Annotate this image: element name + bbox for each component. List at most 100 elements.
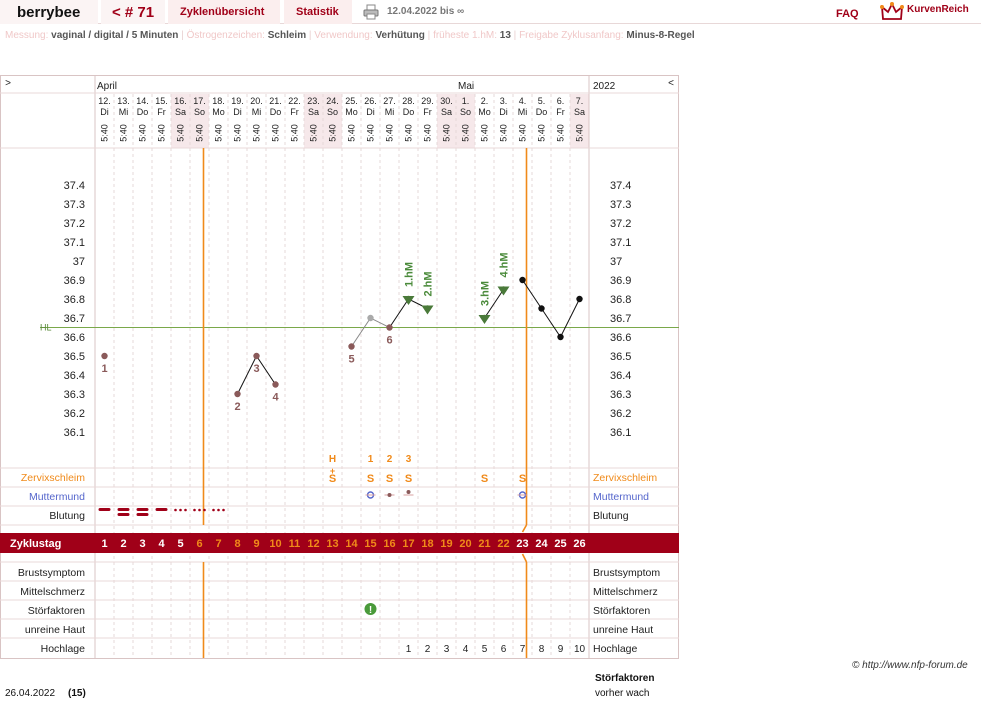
measure-time: 5:40 bbox=[328, 124, 338, 142]
mucus-symbol: S bbox=[519, 473, 526, 485]
temperature-point[interactable] bbox=[234, 390, 241, 398]
cycle-day-number: 4 bbox=[158, 538, 165, 550]
tab-statistics[interactable]: Statistik bbox=[284, 0, 352, 24]
day-date: 28. bbox=[402, 96, 415, 106]
high-phase-number: 6 bbox=[501, 644, 507, 655]
measure-time: 5:40 bbox=[423, 124, 433, 142]
bleeding-heavy bbox=[136, 513, 149, 516]
row-label-blutung: Blutung bbox=[49, 510, 85, 522]
cycle-day-number: 3 bbox=[139, 538, 145, 550]
higher-measurement-marker bbox=[402, 296, 415, 305]
setting-label: Verwendung: bbox=[314, 30, 373, 41]
measure-time: 5:40 bbox=[309, 124, 319, 142]
cycle-day-number: 20 bbox=[459, 538, 471, 550]
temperature-point[interactable] bbox=[253, 352, 260, 360]
measure-time: 5:40 bbox=[214, 124, 224, 142]
day-weekday: Mo bbox=[212, 107, 225, 117]
temperature-point[interactable] bbox=[348, 343, 355, 350]
day-weekday: Sa bbox=[308, 107, 319, 117]
tab-cycle-overview[interactable]: Zyklenübersicht bbox=[168, 0, 280, 24]
mucus-symbol: S bbox=[367, 473, 374, 485]
cycle-day-number: 10 bbox=[269, 538, 281, 550]
day-date: 1. bbox=[462, 96, 470, 106]
higher-measurement-marker bbox=[421, 305, 434, 315]
higher-measurement-label: 2.hM bbox=[423, 271, 435, 296]
separator: | bbox=[513, 30, 517, 41]
y-tick-left: 36.3 bbox=[64, 389, 85, 401]
measure-time: 5:40 bbox=[233, 124, 243, 142]
day-weekday: Di bbox=[100, 107, 109, 117]
weekend-column bbox=[456, 94, 475, 148]
y-tick-right: 37.3 bbox=[610, 199, 631, 211]
disruption-icon[interactable] bbox=[364, 603, 377, 615]
setting-label: früheste 1.hM: bbox=[433, 30, 497, 41]
day-date: 23. bbox=[307, 96, 320, 106]
y-tick-left: 36.7 bbox=[64, 313, 85, 325]
high-phase-number: 8 bbox=[539, 644, 545, 655]
row-label-stoer: Störfaktoren bbox=[28, 605, 85, 617]
month-label: April bbox=[97, 81, 117, 92]
disruption-icon-glyph: ! bbox=[369, 605, 372, 616]
temperature-point[interactable] bbox=[519, 276, 526, 284]
measure-time: 5:40 bbox=[119, 124, 129, 142]
weekend-column bbox=[437, 94, 456, 148]
day-date: 6. bbox=[557, 96, 565, 106]
row-label-haut: unreine Haut bbox=[25, 624, 85, 636]
measure-time: 5:40 bbox=[271, 124, 281, 142]
day-weekday: Fr bbox=[290, 107, 299, 117]
setting-value: Minus-8-Regel bbox=[626, 30, 695, 41]
bleeding-light bbox=[222, 508, 225, 512]
nav-prev-button[interactable]: > bbox=[5, 78, 11, 89]
cycle-number-button[interactable]: < # 71 bbox=[101, 0, 165, 24]
logo-text: KurvenReich bbox=[907, 4, 969, 15]
row-label-right-blutung: Blutung bbox=[593, 510, 629, 522]
temperature-point[interactable] bbox=[576, 295, 583, 303]
measure-time: 5:40 bbox=[100, 124, 110, 142]
day-weekday: Do bbox=[403, 107, 415, 117]
day-weekday: Di bbox=[233, 107, 242, 117]
temperature-point[interactable] bbox=[538, 305, 545, 312]
cycle-day-number: 17 bbox=[402, 538, 414, 550]
printer-icon[interactable] bbox=[363, 4, 379, 20]
high-phase-number: 9 bbox=[558, 644, 564, 655]
row-label-right-mumu: Muttermund bbox=[593, 491, 649, 503]
higher-measurement-label: 3.hM bbox=[480, 281, 492, 306]
chart-frame bbox=[0, 75, 679, 659]
mucus-plus: + bbox=[330, 466, 335, 476]
faq-link[interactable]: FAQ bbox=[836, 8, 859, 20]
y-tick-right: 37.1 bbox=[610, 237, 631, 249]
day-date: 30. bbox=[440, 96, 453, 106]
note-title: Störfaktoren bbox=[595, 673, 655, 684]
bleeding-light bbox=[198, 508, 201, 512]
nav-next-button[interactable]: < bbox=[668, 78, 674, 89]
high-phase-number: 7 bbox=[520, 644, 526, 655]
weekend-column bbox=[570, 94, 589, 148]
temperature-point[interactable] bbox=[386, 324, 393, 331]
day-weekday: Mi bbox=[119, 107, 129, 117]
bleeding-heavy bbox=[98, 508, 111, 511]
weekend-column bbox=[304, 94, 323, 148]
temperature-label: 2 bbox=[234, 401, 240, 413]
cycle-day-number: 1 bbox=[101, 538, 107, 550]
note-text: vorher wach bbox=[595, 688, 650, 699]
temperature-point[interactable] bbox=[272, 381, 279, 388]
temperature-line bbox=[237, 355, 276, 395]
y-tick-left: 36.2 bbox=[64, 408, 85, 420]
day-date: 17. bbox=[193, 96, 206, 106]
temperature-line bbox=[351, 317, 390, 347]
temperature-label: 6 bbox=[386, 335, 392, 347]
day-weekday: Mo bbox=[478, 107, 491, 117]
y-tick-right: 36.6 bbox=[610, 332, 631, 344]
temperature-point[interactable] bbox=[367, 314, 374, 322]
setting-value: Schleim bbox=[267, 30, 307, 41]
cycle-day-number: 24 bbox=[535, 538, 548, 550]
day-date: 25. bbox=[345, 96, 358, 106]
setting-label: Östrogenzeichen: bbox=[186, 30, 265, 41]
day-date: 27. bbox=[383, 96, 396, 106]
day-date: 22. bbox=[288, 96, 301, 106]
high-phase-number: 5 bbox=[482, 644, 488, 655]
higher-measurement-label: 1.hM bbox=[404, 262, 416, 287]
temperature-point[interactable] bbox=[101, 352, 108, 360]
temperature-point[interactable] bbox=[557, 333, 564, 341]
cycle-day-number: 15 bbox=[364, 538, 376, 550]
